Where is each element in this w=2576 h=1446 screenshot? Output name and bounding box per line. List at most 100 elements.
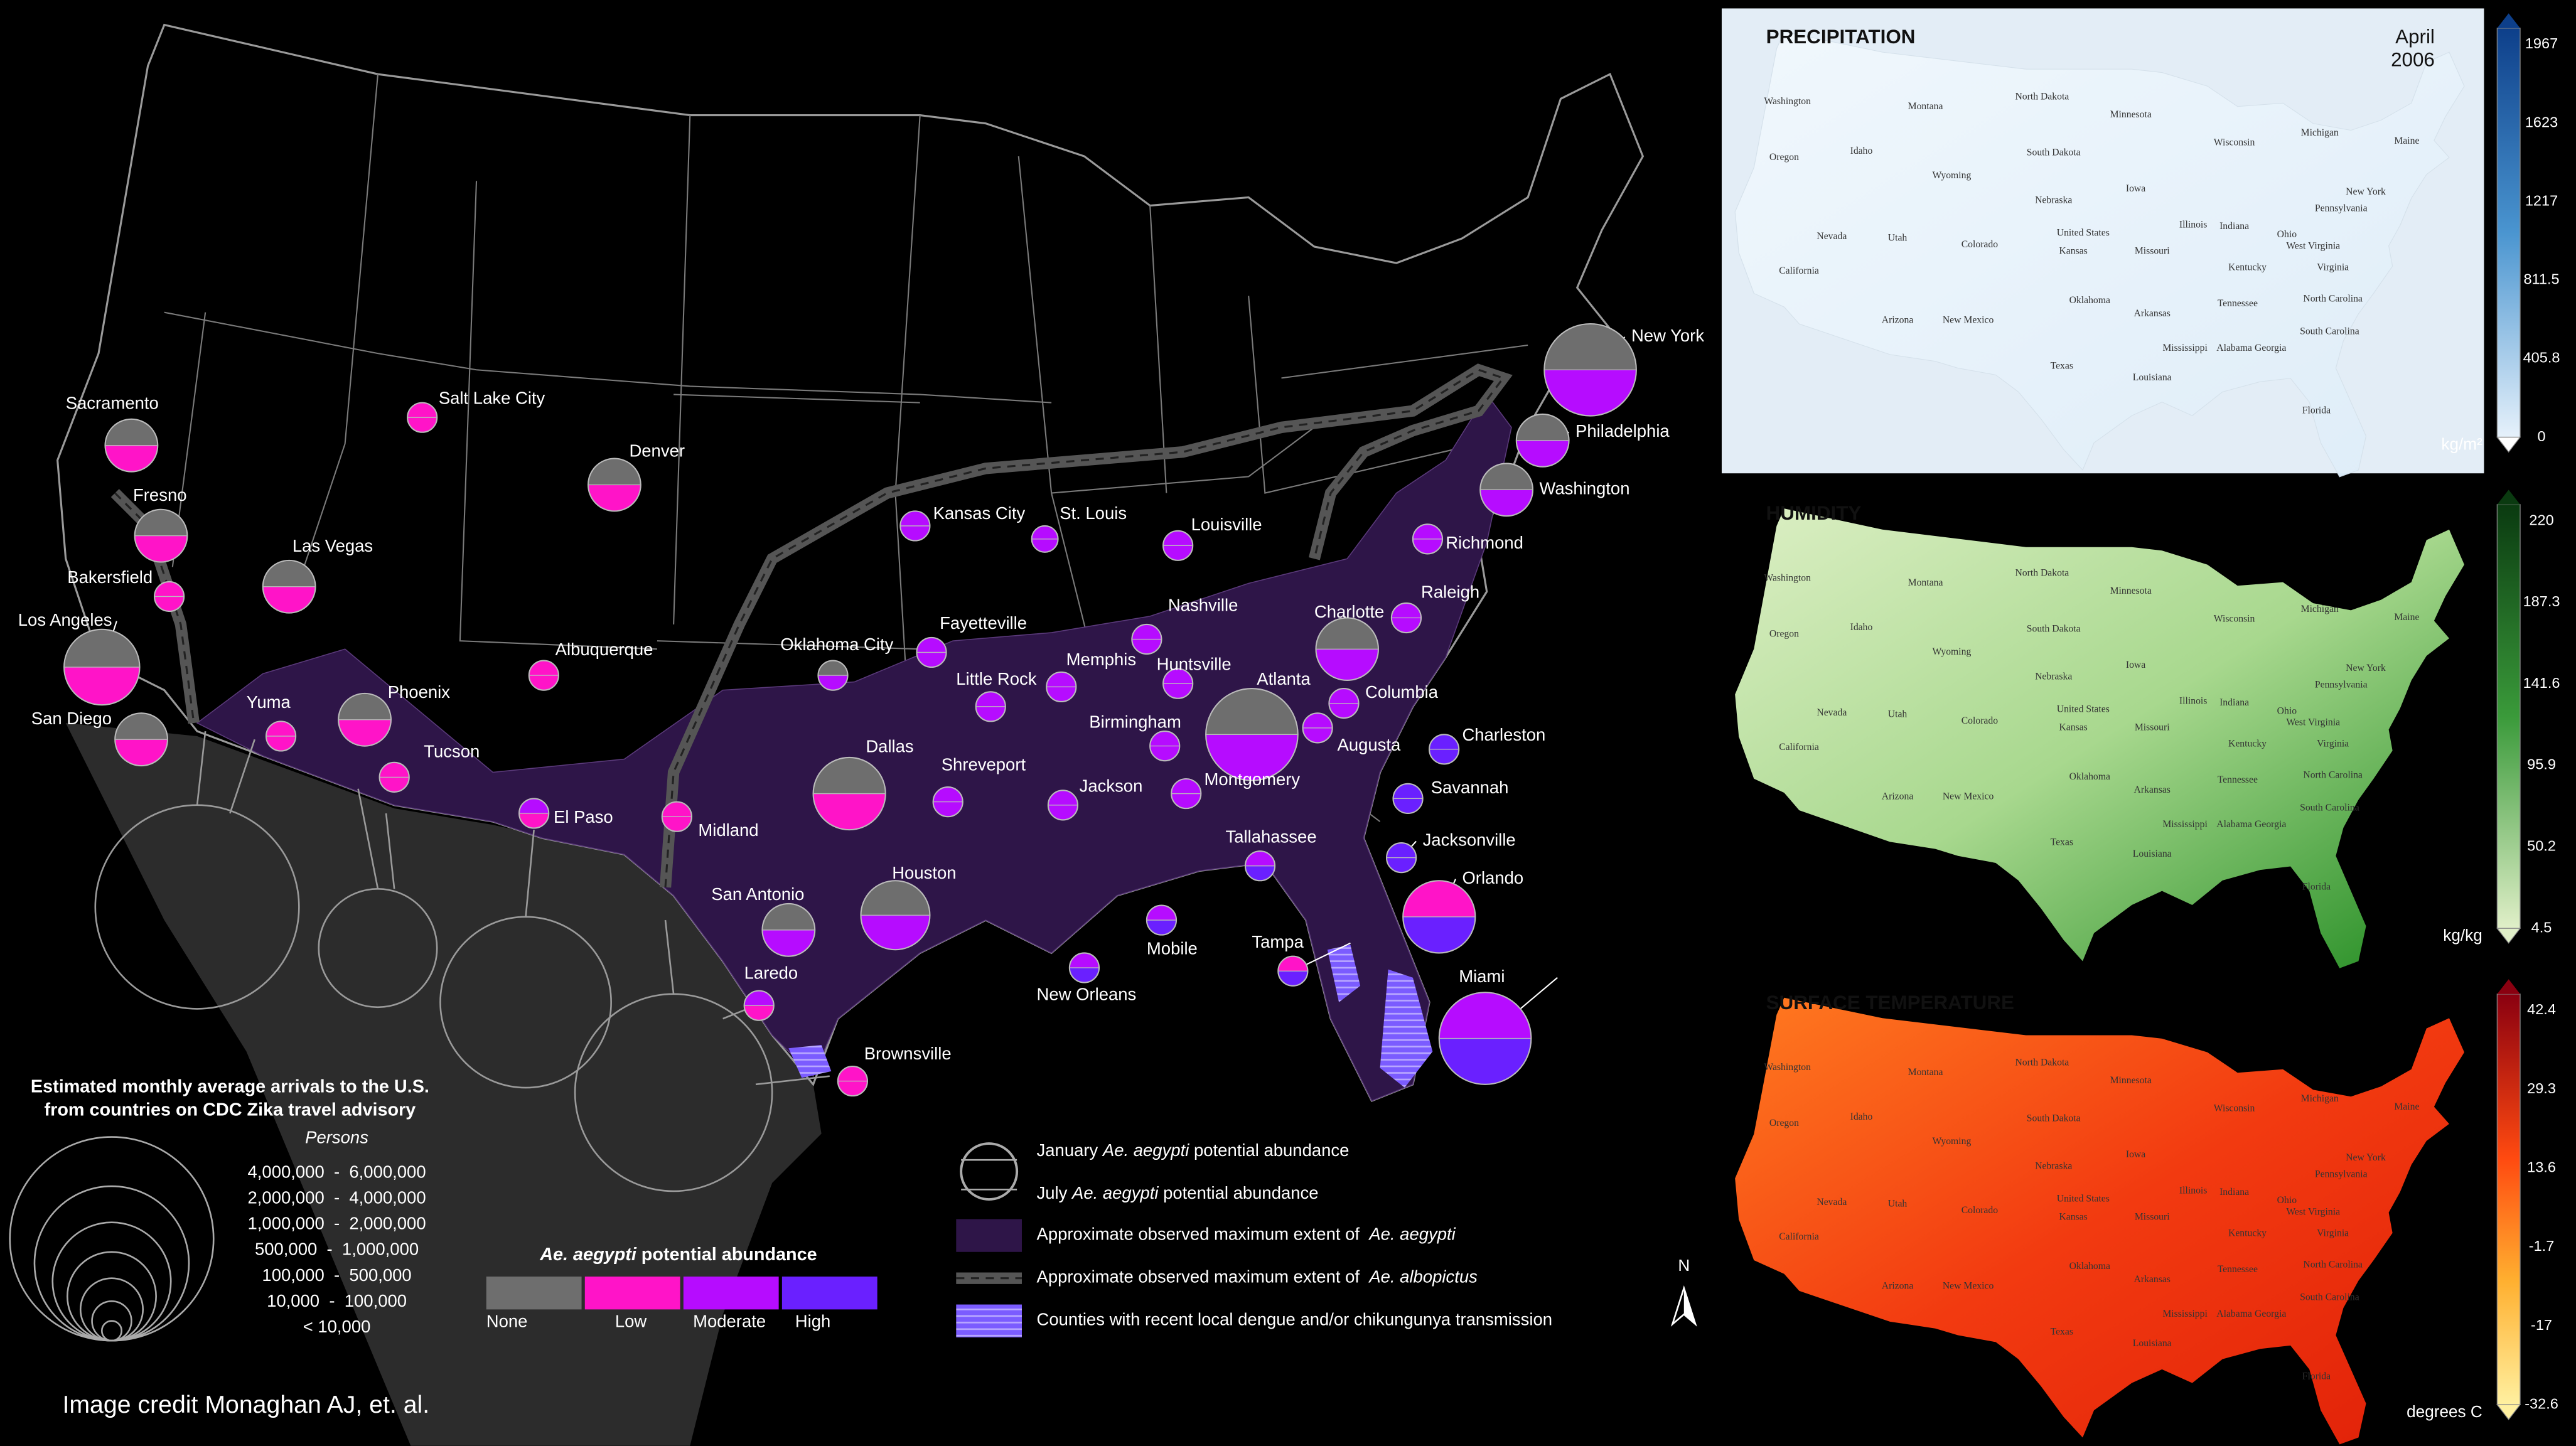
- city-label: Oklahoma City: [780, 635, 893, 654]
- city-label: Albuquerque: [555, 640, 653, 659]
- july-abundance: [1393, 798, 1423, 813]
- january-abundance: [1387, 843, 1417, 858]
- state-label: Mississippi: [2162, 819, 2208, 830]
- january-abundance: [1302, 713, 1333, 728]
- city-label: Memphis: [1066, 650, 1136, 669]
- city-label: Raleigh: [1421, 582, 1479, 601]
- city-label: Midland: [698, 820, 758, 840]
- city-label: Dallas: [866, 737, 913, 756]
- abundance-title-rest: potential abundance: [636, 1245, 817, 1265]
- july-abundance: [1245, 865, 1275, 881]
- colorbar-unit: degrees C: [2407, 1402, 2482, 1421]
- state-label: Iowa: [2126, 660, 2145, 670]
- july-abundance: [933, 801, 963, 817]
- state-label: United States: [2057, 1194, 2110, 1204]
- arrival-circles: [94, 731, 830, 1192]
- july-abundance: [837, 1081, 867, 1096]
- state-label: Pennsylvania: [2315, 203, 2368, 213]
- colorbar-tick: 4.5: [2531, 919, 2552, 935]
- legend-text: Ae. aegypti: [1368, 1224, 1456, 1244]
- july-abundance: [1480, 490, 1533, 517]
- side-panels: Washington Montana North Dakota Minnesota Ma…: [1721, 8, 2560, 1445]
- city-label: Huntsville: [1157, 655, 1232, 674]
- july-abundance: [338, 719, 391, 746]
- january-abundance: [861, 881, 930, 916]
- january-abundance: [529, 660, 559, 676]
- level-label: Moderate: [693, 1312, 766, 1331]
- january-abundance: [837, 1066, 867, 1081]
- legend-text: potential abundance: [1189, 1140, 1349, 1160]
- state-label: North Dakota: [2015, 91, 2069, 102]
- january-abundance: [64, 629, 140, 668]
- state-label: Iowa: [2126, 1149, 2145, 1160]
- july-abundance: [1403, 916, 1476, 953]
- july-abundance: [1544, 370, 1636, 416]
- july-abundance: [588, 485, 641, 511]
- arrivals-title: from countries on CDC Zika travel adviso…: [45, 1100, 416, 1120]
- colorbar-unit: kg/kg: [2443, 926, 2482, 945]
- abundance-title: Ae. aegypti potential abundance: [539, 1245, 817, 1265]
- level-label: Low: [615, 1312, 647, 1331]
- city: Memphis: [1046, 650, 1136, 703]
- state-label: Florida: [2302, 405, 2331, 415]
- city-label: El Paso: [554, 807, 613, 827]
- january-abundance: [1132, 624, 1162, 640]
- panel-wash: [1721, 8, 2484, 474]
- city-label: Tucson: [424, 741, 480, 761]
- july-abundance: [379, 777, 409, 792]
- line-legend: January Ae. aegypti potential abundanceJ…: [1037, 1140, 1553, 1329]
- state-label: Michigan: [2301, 1093, 2339, 1104]
- state-label: North Carolina: [2303, 769, 2363, 780]
- state-label: Arkansas: [2134, 308, 2171, 319]
- panel: Washington Montana North Dakota Minnesota Ma…: [1721, 485, 2560, 968]
- january-abundance: [1046, 672, 1076, 687]
- july-abundance: [1150, 746, 1180, 761]
- july-abundance: [1278, 971, 1308, 986]
- january-abundance: [1516, 414, 1569, 441]
- abundance-legend: None Low Moderate High: [486, 1277, 877, 1331]
- city: Tampa: [1252, 932, 1351, 987]
- state-label: California: [1779, 742, 1819, 752]
- city-label: Orlando: [1462, 868, 1523, 887]
- state-label: Alabama: [2216, 343, 2252, 353]
- state-label: Kentucky: [2228, 1228, 2267, 1239]
- state-label: Ohio: [2277, 229, 2297, 240]
- january-abundance: [588, 458, 641, 485]
- city: St. Louis: [1031, 503, 1127, 553]
- january-abundance: [1171, 778, 1201, 794]
- state-label: Nebraska: [2035, 195, 2072, 205]
- january-abundance: [1412, 524, 1443, 539]
- january-abundance: [1329, 688, 1359, 704]
- state-label: Arkansas: [2134, 785, 2171, 795]
- state-label: New York: [2346, 186, 2386, 197]
- city: Nashville: [1131, 595, 1238, 655]
- state-label: North Carolina: [2303, 1259, 2363, 1270]
- july-abundance: [1391, 618, 1422, 633]
- state-label: Arizona: [1882, 314, 1914, 325]
- city-label: Birmingham: [1089, 712, 1181, 731]
- city: San Antonio: [711, 884, 816, 957]
- north-label: N: [1678, 1256, 1690, 1275]
- state-label: Alabama: [2216, 819, 2252, 830]
- state-label: Nevada: [1817, 1197, 1847, 1208]
- city: Tallahassee: [1226, 827, 1317, 882]
- city: Oklahoma City: [780, 635, 894, 691]
- state-label: Indiana: [2219, 1187, 2249, 1197]
- colorbar-tick: 13.6: [2527, 1159, 2556, 1176]
- state-label: Arizona: [1882, 791, 1914, 801]
- state-label: Wyoming: [1933, 170, 1972, 181]
- state-label: Kansas: [2059, 1211, 2087, 1222]
- january-abundance: [916, 637, 947, 653]
- city-label: Montgomery: [1205, 769, 1301, 789]
- albopictus-extent: [110, 363, 1513, 888]
- july-abundance: [519, 813, 549, 828]
- colorbar-bottom-cap: [2496, 436, 2521, 453]
- state-label: Ohio: [2277, 1195, 2297, 1206]
- colorbar: [2496, 504, 2521, 929]
- legend-item: January Ae. aegypti potential abundance: [1037, 1140, 1350, 1160]
- state-label: South Dakota: [2027, 623, 2081, 634]
- state-label: Kentucky: [2228, 739, 2267, 749]
- city: Kansas City: [899, 503, 1025, 542]
- state-label: Pennsylvania: [2315, 1169, 2368, 1179]
- city-label: Richmond: [1446, 533, 1523, 552]
